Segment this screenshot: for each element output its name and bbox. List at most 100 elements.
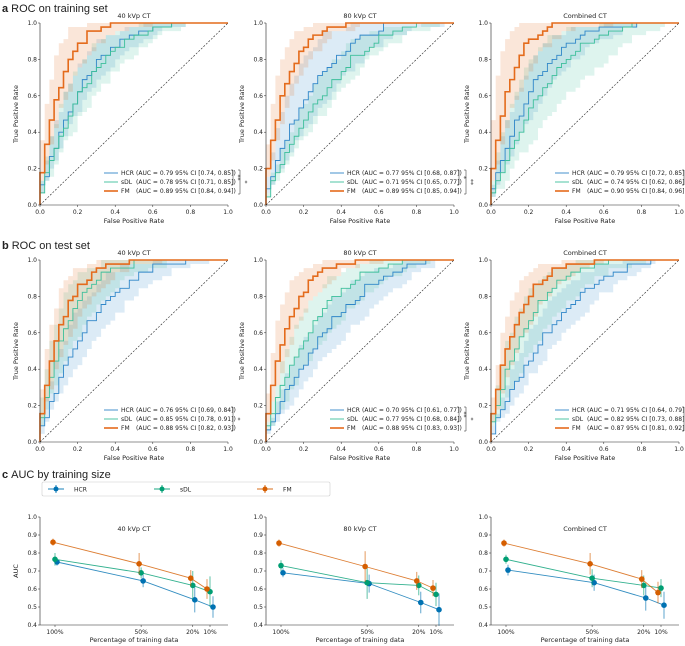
legend-label: HCR bbox=[121, 170, 134, 177]
y-tick-label: 0.6 bbox=[478, 586, 488, 593]
chart-b-1: 40 kVp CT False Positive Rate True Positiv… bbox=[12, 249, 241, 462]
legend-label: HCR bbox=[347, 407, 360, 414]
data-point-fm bbox=[362, 563, 368, 570]
y-tick-label: 1.0 bbox=[27, 257, 37, 264]
legend-text: (AUC = 0.70 95% CI [0.61, 0.77]) bbox=[362, 407, 462, 414]
y-tick-label: 0.0 bbox=[27, 202, 37, 209]
y-axis-label: True Positive Rate bbox=[12, 85, 20, 144]
data-point-hcr bbox=[661, 602, 667, 608]
legend-label: sDL bbox=[121, 416, 133, 423]
y-tick-label: 0.8 bbox=[253, 550, 263, 557]
x-tick-label: 1.0 bbox=[449, 209, 459, 216]
y-tick-label: 0.7 bbox=[27, 568, 37, 575]
y-tick-label: 0.6 bbox=[253, 586, 263, 593]
ci-band-hcr bbox=[40, 23, 228, 205]
x-axis-label: False Positive Rate bbox=[104, 454, 164, 462]
axes bbox=[490, 260, 679, 443]
y-tick-label: 0.2 bbox=[478, 403, 488, 410]
chart-a-2: 80 kVp CT False Positive Rate True Positiv… bbox=[238, 12, 474, 225]
auc-line-fm bbox=[52, 541, 208, 590]
legend-text: (AUC = 0.89 95% CI [0.84, 0.94]) bbox=[136, 188, 236, 195]
chance-line bbox=[39, 22, 229, 206]
y-tick-label: 0.2 bbox=[27, 403, 37, 410]
data-point-hcr bbox=[642, 595, 649, 601]
data-point-sdl bbox=[278, 562, 284, 569]
subplot-title: Combined CT bbox=[563, 12, 607, 20]
panel-b-title: b ROC on test set bbox=[2, 240, 90, 252]
ci-band-hcr bbox=[491, 23, 679, 205]
significance-label: * bbox=[467, 418, 474, 421]
significance-bracket bbox=[457, 169, 460, 186]
ci-band-fm bbox=[491, 23, 679, 205]
y-tick-label: 0.8 bbox=[27, 56, 37, 63]
legend-text: (AUC = 0.85 95% CI [0.78, 0.91]) bbox=[136, 416, 236, 423]
legend-text: (AUC = 0.77 95% CI [0.68, 0.84]) bbox=[362, 416, 462, 423]
significance-label: ** bbox=[460, 412, 467, 418]
legend-text: (AUC = 0.74 95% CI [0.62, 0.86]) bbox=[587, 179, 685, 186]
data-point-fm bbox=[136, 561, 142, 567]
x-tick-label: 100% bbox=[46, 629, 63, 636]
roc-curve-fm bbox=[490, 22, 679, 205]
legend-text: (AUC = 0.90 95% CI [0.84, 0.96]) bbox=[587, 188, 685, 195]
x-tick-label: 0.6 bbox=[374, 446, 384, 453]
data-point-fm bbox=[413, 578, 420, 584]
x-tick-label: 0.2 bbox=[73, 446, 83, 453]
chance-line bbox=[490, 259, 680, 443]
axes bbox=[265, 260, 454, 443]
legend-label: FM bbox=[347, 425, 356, 432]
y-tick-label: 1.0 bbox=[253, 257, 263, 264]
y-axis-label: True Positive Rate bbox=[12, 322, 20, 381]
data-point-sdl bbox=[503, 556, 509, 563]
legend-label: FM bbox=[283, 487, 292, 494]
y-tick-label: 0.5 bbox=[253, 604, 263, 611]
chart-c-3: Combined CT Percentage of training data 0.… bbox=[478, 514, 679, 644]
x-tick-label: 0.2 bbox=[524, 209, 534, 216]
y-tick-label: 0.4 bbox=[253, 129, 263, 136]
significance-bracket bbox=[231, 169, 234, 186]
y-tick-label: 0.4 bbox=[253, 622, 263, 629]
ci-band-sdl bbox=[40, 23, 228, 205]
roc-curve-fm bbox=[39, 259, 228, 442]
y-tick-label: 0.5 bbox=[478, 604, 488, 611]
chance-line bbox=[265, 259, 455, 443]
x-axis-label: Percentage of training data bbox=[90, 636, 179, 644]
legend-label: sDL bbox=[572, 416, 584, 423]
roc-curve-fm bbox=[265, 259, 454, 442]
x-tick-label: 0.4 bbox=[561, 209, 571, 216]
y-tick-label: 1.0 bbox=[478, 20, 488, 27]
roc-curve-fm bbox=[39, 22, 228, 205]
y-tick-label: 0.0 bbox=[478, 439, 488, 446]
chance-line bbox=[39, 259, 229, 443]
y-tick-label: 0.6 bbox=[478, 330, 488, 337]
axes bbox=[490, 23, 679, 206]
legend-text: (AUC = 0.82 95% CI [0.73, 0.88]) bbox=[587, 416, 685, 423]
y-tick-label: 0.4 bbox=[27, 366, 37, 373]
x-tick-label: 0.8 bbox=[186, 446, 196, 453]
legend-label: HCR bbox=[572, 170, 585, 177]
auc-line-hcr bbox=[56, 561, 214, 608]
data-point-sdl bbox=[658, 585, 664, 591]
significance-label: ** bbox=[467, 179, 474, 185]
auc-line-sdl bbox=[280, 565, 437, 595]
ci-band-hcr bbox=[491, 260, 679, 442]
data-point-fm bbox=[187, 575, 194, 581]
ci-band-sdl bbox=[40, 260, 228, 442]
x-tick-label: 0.2 bbox=[524, 446, 534, 453]
chart-a-3: Combined CT False Positive Rate True Posit… bbox=[463, 12, 685, 225]
y-tick-label: 0.4 bbox=[27, 622, 37, 629]
y-tick-label: 0.4 bbox=[478, 366, 488, 373]
subplot-title: 80 kVp CT bbox=[343, 12, 376, 20]
y-tick-label: 0.0 bbox=[253, 202, 263, 209]
y-tick-label: 0.6 bbox=[27, 586, 37, 593]
y-tick-label: 0.2 bbox=[253, 403, 263, 410]
legend-label: FM bbox=[121, 425, 130, 432]
significance-label: ** bbox=[234, 175, 241, 181]
chart-a-1: 40 kVp CT False Positive Rate True Positiv… bbox=[12, 12, 248, 225]
ci-band-sdl bbox=[491, 23, 679, 205]
x-tick-label: 10% bbox=[429, 629, 443, 636]
roc-curve-fm bbox=[490, 259, 679, 442]
legend-text: (AUC = 0.87 95% CI [0.81, 0.92]) bbox=[587, 425, 685, 432]
data-point-sdl bbox=[589, 575, 595, 581]
x-axis-label: False Positive Rate bbox=[104, 217, 164, 225]
x-tick-label: 0.4 bbox=[110, 446, 120, 453]
